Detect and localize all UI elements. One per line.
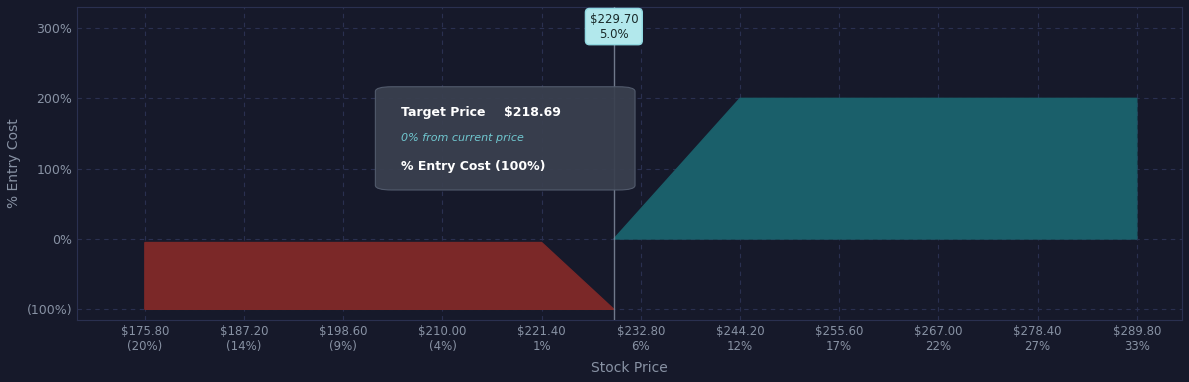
Text: Target Price: Target Price <box>401 105 490 118</box>
Polygon shape <box>614 98 1137 239</box>
Polygon shape <box>145 243 614 309</box>
Y-axis label: % Entry Cost: % Entry Cost <box>7 118 21 208</box>
FancyBboxPatch shape <box>376 87 635 190</box>
Text: $229.70
5.0%: $229.70 5.0% <box>590 13 638 40</box>
Text: 0% from current price: 0% from current price <box>401 133 523 143</box>
X-axis label: Stock Price: Stock Price <box>591 361 668 375</box>
Text: $218.69: $218.69 <box>504 105 560 118</box>
Text: % Entry Cost (100%): % Entry Cost (100%) <box>401 160 546 173</box>
